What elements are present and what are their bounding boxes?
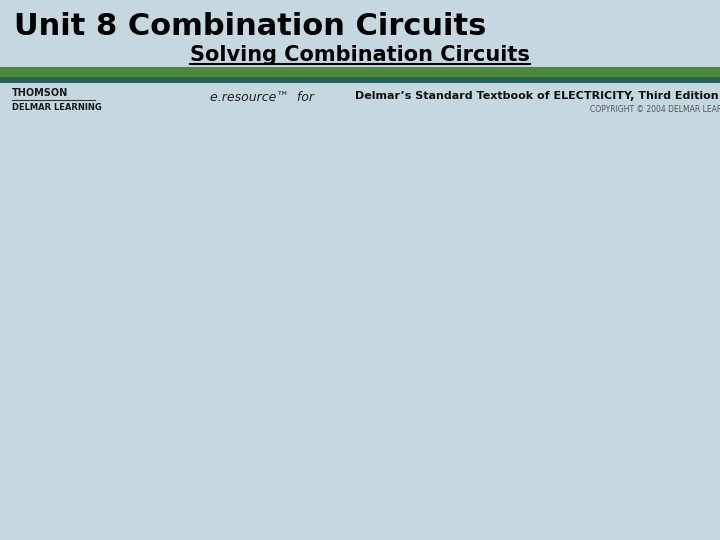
Text: I3 = 0.6 A: I3 = 0.6 A [532,141,608,156]
Text: COPYRIGHT © 2004 DELMAR LEARNING: COPYRIGHT © 2004 DELMAR LEARNING [590,105,720,114]
Text: R = 240 Ω: R = 240 Ω [130,273,209,288]
Text: I2 = 0.4 A: I2 = 0.4 A [332,291,408,306]
FancyBboxPatch shape [6,68,714,484]
Bar [0,77,720,83]
Text: R2 = 275 Ω: R2 = 275 Ω [332,310,420,325]
Text: E2 = ? V: E2 = ? V [332,272,397,287]
Text: e.resource™  for: e.resource™ for [210,91,314,104]
Text: DELMAR LEARNING: DELMAR LEARNING [12,103,102,112]
Text: I = 1 A: I = 1 A [130,254,182,269]
Bar [0,83,720,540]
Text: I4 = 0.6 A: I4 = 0.6 A [532,291,608,306]
Bar [0,67,720,77]
Text: Unit 8 Combination Circuits: Unit 8 Combination Circuits [14,12,487,41]
Text: Solving Combination Circuits: Solving Combination Circuits [190,45,530,65]
Text: R3 = 150 Ω: R3 = 150 Ω [532,160,621,175]
Text: R4 = 250 Ω: R4 = 250 Ω [532,310,620,325]
Text: E1 = 130 V: E1 = 130 V [332,122,418,137]
Text: E1 = I1 x R1 = 0.4 x 325 = 130 V: E1 = I1 x R1 = 0.4 x 325 = 130 V [182,92,538,111]
Text: E4 =  ? V: E4 = ? V [532,272,602,287]
Text: E = 240 V: E = 240 V [130,235,206,250]
Text: I1 = 0.4 A: I1 = 0.4 A [332,141,408,156]
Text: R1 = 325 Ω: R1 = 325 Ω [332,160,420,175]
Text: Delmar’s Standard Textbook of ELECTRICITY, Third Edition: Delmar’s Standard Textbook of ELECTRICIT… [355,91,719,101]
Text: Solve for each voltage drop using Ohm’s law.: Solve for each voltage drop using Ohm’s … [16,70,424,88]
Text: E3 = ? V: E3 = ? V [532,122,597,137]
Text: THOMSON: THOMSON [12,88,68,98]
